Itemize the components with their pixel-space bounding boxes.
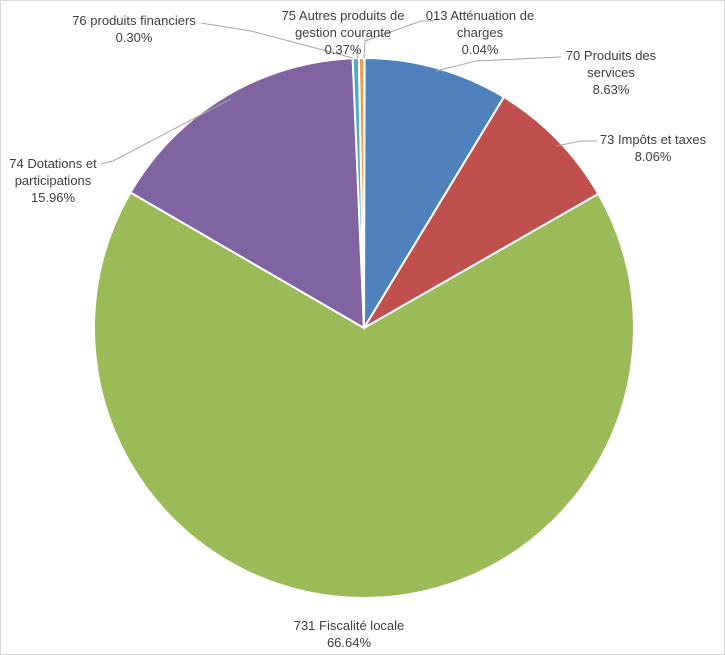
- data-label-category: 76 produits financiers: [72, 13, 196, 28]
- data-label-category: 013 Atténuation de: [426, 8, 534, 23]
- pie-slice-731-fiscalite-locale: [93, 191, 635, 599]
- data-label-76-produits-financiers: 76 produits financiers 0.30%: [72, 13, 196, 45]
- data-label-value: 15.96%: [31, 190, 76, 205]
- data-label-category: 74 Dotations et: [9, 156, 97, 171]
- pie-slices: [93, 56, 635, 599]
- data-label-value: 66.64%: [327, 635, 372, 650]
- data-label-category: 731 Fiscalité locale: [294, 618, 405, 633]
- data-label-013-attenuation-de-charges: 013 Atténuation de charges 0.04%: [426, 8, 534, 57]
- leader-line-73-impots-et-taxes: [555, 140, 597, 147]
- data-label-category: charges: [457, 25, 504, 40]
- data-label-value: 8.06%: [635, 149, 672, 164]
- data-label-73-impots-et-taxes: 73 Impôts et taxes 8.06%: [600, 132, 707, 164]
- data-label-value: 8.63%: [593, 82, 630, 97]
- data-label-value: 0.04%: [462, 42, 499, 57]
- data-label-category: participations: [15, 173, 92, 188]
- data-label-731-fiscalite-locale: 731 Fiscalité locale 66.64%: [294, 618, 405, 650]
- leader-line-74-dotations-et-participations: [100, 98, 232, 165]
- data-label-75-autres-produits-de-gestion-courante: 75 Autres produits de gestion courante 0.3…: [282, 8, 405, 57]
- data-label-value: 0.37%: [325, 42, 362, 57]
- leader-lines: [100, 20, 597, 165]
- pie-slice-70-produits-des-services: [362, 56, 506, 332]
- data-label-category: services: [587, 65, 635, 80]
- data-label-value: 0.30%: [116, 30, 153, 45]
- data-label-70-produits-des-services: 70 Produits des services 8.63%: [566, 48, 657, 97]
- data-label-category: gestion courante: [295, 25, 391, 40]
- leader-line-75-autres-produits-de-gestion-courante: [355, 50, 361, 59]
- pie-slice-74-dotations-et-participations: [129, 57, 366, 330]
- data-label-category: 70 Produits des: [566, 48, 657, 63]
- leader-line-76-produits-financiers: [200, 22, 354, 59]
- pie-slice-76-produits-financiers: [357, 56, 365, 329]
- pie-slice-73-impots-et-taxes: [361, 95, 600, 331]
- data-label-74-dotations-et-participations: 74 Dotations et participations 15.96%: [9, 156, 97, 205]
- leader-line-70-produits-des-services: [435, 56, 562, 72]
- data-label-category: 75 Autres produits de: [282, 8, 405, 23]
- data-label-category: 73 Impôts et taxes: [600, 132, 707, 147]
- leader-line-013-attenuation-de-charges: [363, 20, 434, 59]
- data-labels: 013 Atténuation de charges 0.04% 70 Produit…: [9, 8, 706, 650]
